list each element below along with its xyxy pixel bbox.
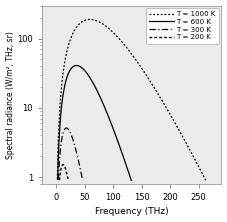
- Legend: T = 1000 K, T = 600 K, T = 300 K, T = 200 K: T = 1000 K, T = 600 K, T = 300 K, T = 20…: [146, 8, 219, 44]
- T = 600 K: [118, 145, 121, 147]
- Line: T = 300 K: T = 300 K: [58, 128, 83, 180]
- T = 1000 K: [118, 38, 121, 40]
- Line: T = 200 K: T = 200 K: [59, 165, 68, 180]
- X-axis label: Frequency (THz): Frequency (THz): [95, 207, 169, 216]
- Line: T = 1000 K: T = 1000 K: [57, 19, 206, 180]
- T = 1000 K: [178, 130, 181, 133]
- Y-axis label: Spectral radiance (W/m², THz, sr): Spectral radiance (W/m², THz, sr): [5, 31, 15, 159]
- T = 1000 K: [85, 18, 88, 21]
- T = 1000 K: [154, 88, 157, 91]
- T = 600 K: [85, 71, 88, 74]
- T = 1000 K: [162, 102, 165, 105]
- T = 1000 K: [191, 153, 193, 155]
- Line: T = 600 K: T = 600 K: [58, 65, 131, 180]
